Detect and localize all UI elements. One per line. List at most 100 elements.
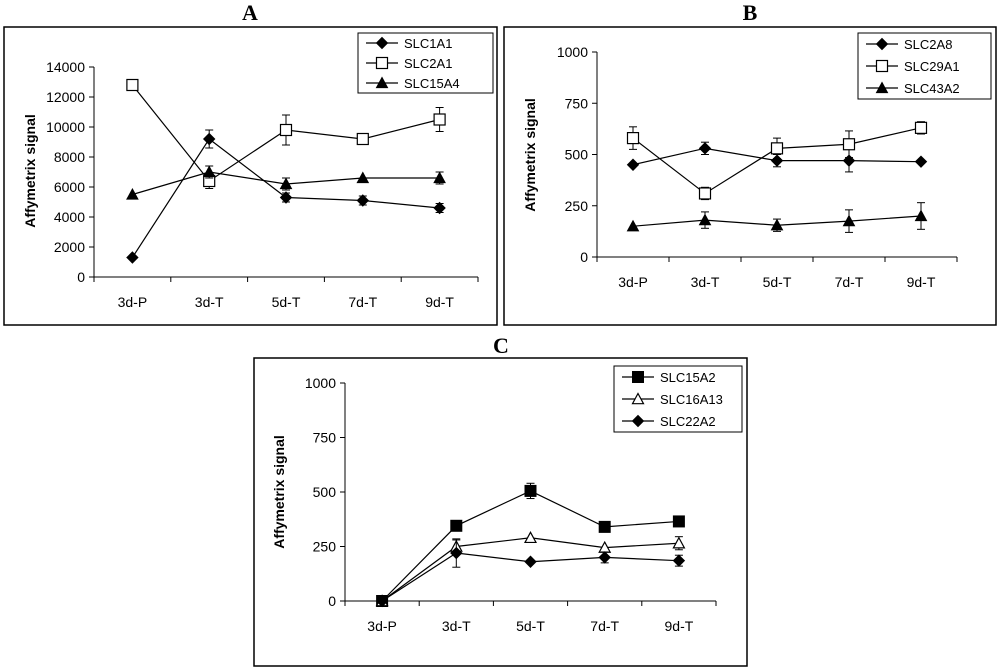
panel-c-y-tick-label: 750	[313, 430, 337, 446]
legend-label: SLC15A4	[404, 76, 460, 91]
legend-marker	[375, 76, 389, 89]
panel-c-x-tick-label: 5d-T	[516, 618, 545, 634]
data-point	[626, 219, 640, 232]
panel-a-x-tick-label: 5d-T	[272, 294, 301, 310]
data-point	[698, 142, 712, 155]
legend-label: SLC22A2	[660, 414, 716, 429]
data-point	[626, 158, 640, 171]
panel-b-y-tick-label: 250	[565, 198, 589, 214]
panel-c-y-tick-label: 0	[328, 593, 336, 609]
data-point	[433, 171, 446, 184]
legend-marker	[631, 414, 645, 428]
panel-c-y-tick-label: 250	[313, 539, 337, 555]
data-point	[450, 546, 463, 560]
panel-b-y-tick-label: 500	[565, 147, 589, 163]
panel-a-y-tick-label: 14000	[46, 59, 85, 75]
legend-marker	[875, 59, 889, 73]
legend-marker	[875, 37, 889, 51]
panel-c-frame	[253, 357, 748, 667]
panel-b-series-slc43a2	[626, 202, 928, 233]
data-point	[914, 155, 928, 168]
panel-b-x-tick-label: 5d-T	[763, 274, 792, 290]
panel-a: A Affymetrix signal 0 2000 4000 6000 8000 100…	[3, 0, 498, 326]
panel-a-y-tick-label: 10000	[46, 119, 85, 135]
panel-b-x-tick-label: 3d-P	[618, 274, 648, 290]
legend-label: SLC2A1	[404, 56, 452, 71]
legend-label: SLC1A1	[404, 36, 452, 51]
data-point	[202, 132, 216, 146]
panel-a-x-tick-label: 3d-T	[195, 294, 224, 310]
data-point	[126, 78, 139, 92]
panel-c-series-slc22a2	[375, 538, 686, 608]
panel-c-y-tick-label: 500	[313, 484, 337, 500]
data-point	[914, 209, 928, 222]
panel-a-label: A	[242, 0, 258, 25]
legend-label: SLC15A2	[660, 370, 716, 385]
data-point	[126, 251, 139, 264]
legend-label: SLC43A2	[904, 81, 960, 96]
panel-a-y-tick-label: 12000	[46, 89, 85, 105]
data-point	[698, 213, 712, 226]
data-point	[626, 132, 640, 145]
data-point	[433, 201, 446, 215]
data-point	[356, 194, 370, 207]
panel-a-x-tick-label: 9d-T	[425, 294, 454, 310]
data-point	[524, 484, 537, 497]
legend-marker	[375, 56, 389, 70]
panel-b-y-tick-label: 1000	[557, 44, 588, 60]
legend-label: SLC29A1	[904, 59, 960, 74]
panel-c-series-slc16a13	[375, 531, 686, 607]
data-point	[375, 594, 389, 608]
panel-b-x-tick-label: 7d-T	[835, 274, 864, 290]
data-point	[279, 177, 293, 190]
panel-b-legend: SLC2A8 SLC29A1 SLC43A2	[857, 32, 992, 100]
panel-b-x-tick-label: 3d-T	[691, 274, 720, 290]
panel-a-y-tick-label: 8000	[54, 149, 85, 165]
data-point	[842, 138, 856, 151]
panel-a-y-tick-label: 6000	[54, 179, 85, 195]
panel-a-legend: SLC1A1 SLC2A1 SLC15A4	[357, 32, 494, 94]
legend-marker	[375, 36, 389, 50]
panel-b-frame	[503, 26, 997, 326]
data-point	[672, 515, 685, 528]
legend-marker	[875, 81, 889, 94]
data-point	[202, 165, 216, 178]
data-point	[523, 531, 538, 544]
panel-c-label: C	[493, 333, 509, 358]
data-point	[914, 121, 928, 134]
panel-a-x-tick-label: 7d-T	[348, 294, 377, 310]
data-point	[356, 171, 370, 184]
panel-a-y-tick-label: 4000	[54, 209, 85, 225]
panel-c-x-tick-label: 7d-T	[590, 618, 619, 634]
legend-label: SLC16A13	[660, 392, 723, 407]
panel-c-legend: SLC15A2 SLC16A13 SLC22A2	[613, 365, 743, 433]
data-point	[433, 113, 446, 126]
panel-c-y-axis-label: Affymetrix signal	[271, 435, 287, 549]
panel-b: B Affymetrix signal 0 250 500 750 1000 3d-P 3d…	[503, 0, 997, 326]
panel-c-x-tick-label: 3d-P	[367, 618, 397, 634]
data-point	[598, 520, 611, 533]
data-point	[770, 142, 784, 155]
panel-c: C Affymetrix signal 0 250 500 750 1000 3d-P 3d…	[253, 333, 748, 667]
panel-a-y-tick-label: 0	[77, 269, 85, 285]
data-point	[672, 536, 686, 549]
legend-label: SLC2A8	[904, 37, 952, 52]
data-point	[126, 187, 139, 200]
data-point	[698, 187, 712, 200]
panel-c-x-tick-label: 3d-T	[442, 618, 471, 634]
panel-c-x-tick-label: 9d-T	[665, 618, 694, 634]
panel-a-series-slc2a1	[126, 78, 446, 189]
panel-a-y-tick-label: 2000	[54, 239, 85, 255]
panel-a-series-slc1a1	[126, 129, 446, 264]
panel-b-y-tick-label: 750	[565, 95, 589, 111]
panel-a-frame	[3, 26, 498, 326]
data-point	[770, 218, 784, 231]
data-point	[356, 132, 369, 146]
data-point	[450, 519, 463, 532]
data-point	[598, 551, 611, 564]
panel-c-series-slc15a2	[376, 482, 685, 607]
panel-a-x-tick-label: 3d-P	[118, 294, 148, 310]
legend-marker	[632, 371, 644, 383]
data-point	[842, 214, 856, 227]
panel-a-series-slc15a4	[126, 165, 446, 200]
